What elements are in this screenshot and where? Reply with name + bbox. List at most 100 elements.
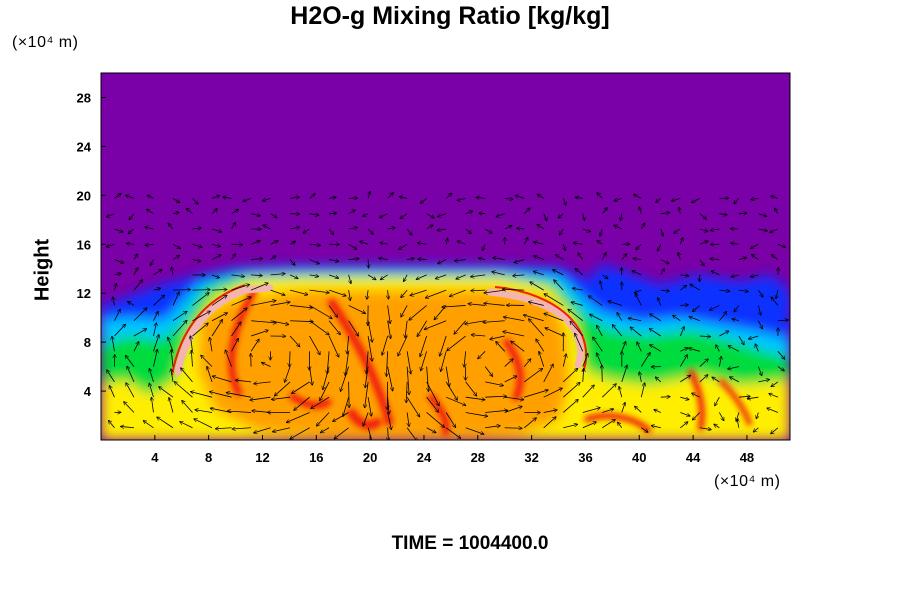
wind-vector — [153, 323, 156, 337]
wind-vector — [601, 384, 616, 398]
wind-vector — [289, 241, 296, 244]
wind-vector — [478, 258, 486, 260]
wind-vector — [172, 198, 180, 202]
wind-vector — [639, 372, 641, 382]
wind-vector — [628, 318, 642, 322]
wind-vector — [636, 243, 642, 249]
wind-vector — [588, 296, 603, 306]
wind-vector — [348, 259, 360, 260]
wind-vector — [274, 381, 291, 396]
wind-vector — [133, 267, 138, 276]
wind-vector — [751, 275, 759, 277]
wind-vector — [225, 350, 232, 367]
wind-vector — [421, 351, 428, 371]
wind-vector — [485, 381, 503, 386]
wind-vector — [407, 258, 414, 259]
wind-vector — [294, 396, 310, 410]
wind-vector — [758, 213, 766, 217]
wind-vector — [270, 213, 278, 218]
wind-vector — [734, 305, 740, 311]
field-orange-layer — [198, 290, 570, 438]
wind-vector — [484, 303, 505, 306]
wind-vector — [401, 305, 408, 317]
wind-vector — [533, 242, 544, 245]
wind-vector — [270, 289, 285, 295]
wind-vector — [192, 323, 209, 337]
wind-vector — [309, 194, 315, 199]
wind-vector — [465, 320, 486, 324]
wind-vector — [582, 385, 594, 398]
wind-vector — [534, 256, 544, 260]
wind-vector — [251, 259, 263, 260]
wind-vector — [719, 312, 726, 321]
wind-vector — [409, 305, 427, 320]
wind-vector — [309, 289, 330, 293]
wind-vector — [231, 222, 236, 230]
wind-vector — [523, 208, 530, 214]
wind-vector — [529, 319, 545, 337]
wind-vector — [711, 271, 720, 276]
wind-vector — [738, 213, 747, 214]
wind-vector — [290, 305, 312, 307]
wind-vector — [114, 309, 120, 321]
wind-vector — [153, 288, 160, 290]
wind-vector — [716, 345, 720, 352]
wind-vector — [149, 368, 154, 383]
wind-vector — [368, 191, 370, 199]
wind-vector — [680, 305, 688, 306]
wind-vector — [403, 274, 408, 282]
wind-vector — [562, 399, 578, 413]
wind-vector — [212, 290, 227, 291]
wind-vector — [329, 213, 337, 214]
wind-vector — [171, 369, 173, 382]
wind-vector — [440, 335, 447, 356]
wind-vector — [543, 417, 556, 429]
wind-vector — [273, 427, 291, 432]
wind-vector — [504, 198, 513, 199]
wind-vector — [699, 375, 708, 383]
wind-vector — [192, 293, 210, 306]
wind-vector — [660, 259, 669, 264]
wind-vector — [712, 377, 720, 383]
wind-vector — [543, 388, 563, 398]
wind-vector — [289, 351, 290, 367]
wind-vector — [651, 426, 661, 428]
wind-vector — [437, 213, 447, 217]
wind-vector — [367, 274, 376, 280]
wind-vector — [471, 290, 486, 291]
wind-vector — [558, 213, 564, 218]
wind-vector — [600, 281, 602, 291]
wind-vector — [699, 336, 711, 337]
wind-vector — [445, 366, 449, 387]
wind-vector — [602, 419, 615, 429]
wind-vector — [601, 253, 606, 260]
wind-vector — [621, 254, 627, 260]
wind-vector — [435, 274, 447, 279]
wind-vector — [709, 305, 720, 310]
y-tick-label: 8 — [84, 335, 91, 350]
wind-vector — [180, 422, 193, 429]
wind-vector — [482, 244, 485, 250]
wind-vector — [387, 366, 393, 391]
field-red-filament — [502, 337, 524, 402]
wind-vector — [398, 335, 408, 356]
wind-vector — [680, 348, 688, 352]
wind-vector — [692, 393, 701, 398]
wind-vector — [254, 427, 271, 433]
wind-vector — [503, 289, 525, 290]
wind-vector — [710, 259, 720, 260]
wind-vector — [614, 225, 622, 230]
wind-vector — [380, 243, 388, 245]
wind-vector — [348, 210, 356, 215]
field-red-filament — [326, 297, 394, 427]
wind-vector — [106, 243, 115, 247]
wind-vector — [145, 227, 154, 229]
wind-vector — [263, 225, 271, 230]
wind-vector — [719, 214, 727, 215]
wind-vector — [465, 412, 488, 416]
wind-vector — [649, 329, 662, 337]
wind-vector — [157, 417, 174, 429]
wind-vector — [192, 243, 203, 247]
wind-vector — [650, 314, 662, 322]
wind-vector — [479, 213, 486, 214]
